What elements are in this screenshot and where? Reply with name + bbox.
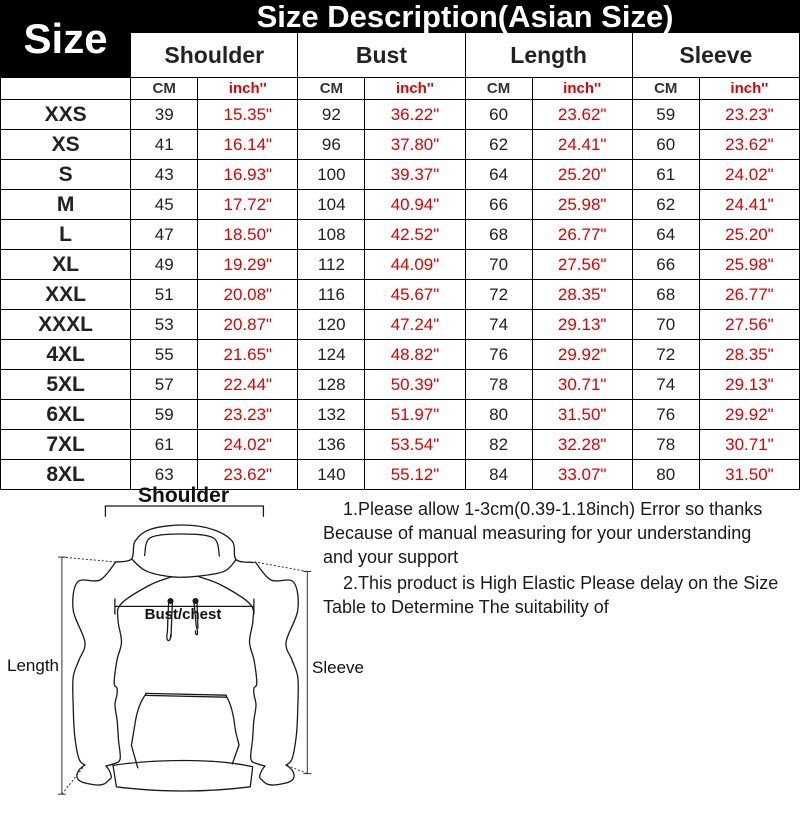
svg-text:Shoulder: Shoulder <box>138 484 229 507</box>
svg-text:Length: Length <box>7 656 59 675</box>
svg-text:Bust/chest: Bust/chest <box>145 606 222 623</box>
svg-text:Sleeve: Sleeve <box>312 658 364 677</box>
